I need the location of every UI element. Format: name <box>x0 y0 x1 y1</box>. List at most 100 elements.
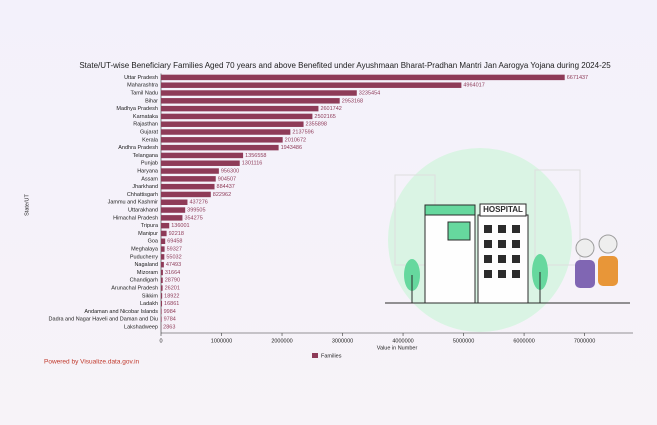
hospital-sign: HOSPITAL <box>483 205 523 214</box>
value-label: 2863 <box>163 325 175 331</box>
y-tick-label: Jammu and Kashmir <box>108 200 159 206</box>
bar <box>161 90 357 96</box>
value-label: 2601742 <box>320 106 341 112</box>
value-label: 822962 <box>213 192 231 198</box>
bar <box>161 74 565 81</box>
bar <box>161 98 340 104</box>
x-tick-label: 1000000 <box>211 338 232 344</box>
value-label: 16861 <box>164 301 179 307</box>
bar <box>161 152 244 159</box>
value-label: 4964017 <box>463 83 484 89</box>
bar <box>161 199 188 205</box>
y-tick-label: Punjab <box>141 161 158 167</box>
value-label: 6671437 <box>567 75 588 81</box>
value-label: 2355898 <box>306 122 327 128</box>
y-tick-label: Lakshadweep <box>124 325 158 331</box>
x-tick-label: 7000000 <box>574 338 595 344</box>
value-label: 2010672 <box>285 137 306 143</box>
x-tick-label: 2000000 <box>271 338 292 344</box>
y-tick-label: Uttar Pradesh <box>124 75 158 81</box>
y-tick-label: Gujarat <box>140 129 159 135</box>
value-label: 1943486 <box>281 145 302 151</box>
bar <box>161 261 164 268</box>
value-label: 31664 <box>165 270 180 276</box>
y-tick-label: Chhattisgarh <box>127 192 158 198</box>
y-tick-label: Meghalaya <box>131 247 159 253</box>
bar <box>161 285 163 291</box>
bar <box>161 277 163 284</box>
bar <box>161 254 165 260</box>
legend-swatch <box>312 353 318 358</box>
value-label: 9784 <box>164 317 176 323</box>
legend-label: Families <box>321 353 342 359</box>
x-axis-label: Value in Number <box>377 345 418 351</box>
bar <box>161 300 163 307</box>
y-tick-label: Madhya Pradesh <box>116 106 158 112</box>
y-tick-label: Himachal Pradesh <box>113 215 158 221</box>
bar <box>161 105 319 112</box>
y-tick-label: Assam <box>141 176 158 182</box>
y-tick-label: Chandigarh <box>130 278 158 284</box>
value-label: 136001 <box>171 223 189 229</box>
x-tick-label: 6000000 <box>513 338 534 344</box>
y-tick-label: Goa <box>148 239 159 245</box>
value-label: 9984 <box>164 309 176 315</box>
value-label: 354275 <box>184 215 202 221</box>
y-tick-label: Karnataka <box>133 114 159 120</box>
y-tick-label: Bihar <box>145 98 158 104</box>
value-label: 18922 <box>164 293 179 299</box>
credit: Powered by Visualize.data.gov.in <box>44 359 140 366</box>
bar <box>161 82 462 88</box>
bar <box>161 137 283 143</box>
bar <box>161 144 279 151</box>
value-label: 55032 <box>166 254 181 260</box>
value-label: 26201 <box>165 286 180 292</box>
value-label: 884437 <box>217 184 235 190</box>
bar <box>161 316 162 323</box>
y-tick-label: Kerala <box>142 137 159 143</box>
y-tick-label: Andhra Pradesh <box>118 145 158 151</box>
y-tick-label: Dadra and Nagar Haveli and Daman and Diu <box>49 317 158 323</box>
bar <box>161 191 211 198</box>
y-tick-label: Telangana <box>133 153 159 159</box>
bar <box>161 121 304 127</box>
value-label: 2953168 <box>342 98 363 104</box>
bar <box>161 246 165 252</box>
value-label: 28790 <box>165 278 180 284</box>
y-tick-label: Maharashtra <box>127 83 159 89</box>
value-label: 904507 <box>218 176 236 182</box>
value-label: 1356558 <box>245 153 266 159</box>
bar <box>161 293 163 299</box>
y-axis-label: State/UT <box>24 194 30 216</box>
value-label: 47493 <box>166 262 181 268</box>
value-label: 92218 <box>169 231 184 237</box>
bar <box>161 168 219 174</box>
value-label: 2137596 <box>292 129 313 135</box>
bar <box>161 176 216 182</box>
value-label: 3235454 <box>359 90 380 96</box>
y-tick-label: Rajasthan <box>133 122 158 128</box>
bar <box>161 222 170 229</box>
y-tick-label: Uttarakhand <box>128 208 158 214</box>
bar <box>161 230 167 237</box>
y-tick-label: Andaman and Nicobar Islands <box>84 309 158 315</box>
x-tick-label: 3000000 <box>332 338 353 344</box>
bar <box>161 269 163 276</box>
y-tick-label: Puducherry <box>130 254 158 260</box>
bar <box>161 308 162 315</box>
y-tick-label: Haryana <box>137 168 159 174</box>
bar <box>161 215 183 221</box>
bar <box>161 238 166 244</box>
value-label: 956300 <box>221 168 239 174</box>
bar <box>161 207 186 213</box>
y-tick-label: Nagaland <box>134 262 158 268</box>
illustration: HOSPITAL <box>385 148 630 332</box>
y-tick-label: Ladakh <box>140 301 158 307</box>
bar <box>161 160 240 166</box>
chart-title: State/UT-wise Beneficiary Families Aged … <box>79 61 611 70</box>
y-tick-label: Jharkhand <box>132 184 158 190</box>
value-label: 399505 <box>187 208 205 214</box>
y-tick-label: Tamil Nadu <box>130 90 158 96</box>
y-tick-label: Tripura <box>141 223 159 229</box>
